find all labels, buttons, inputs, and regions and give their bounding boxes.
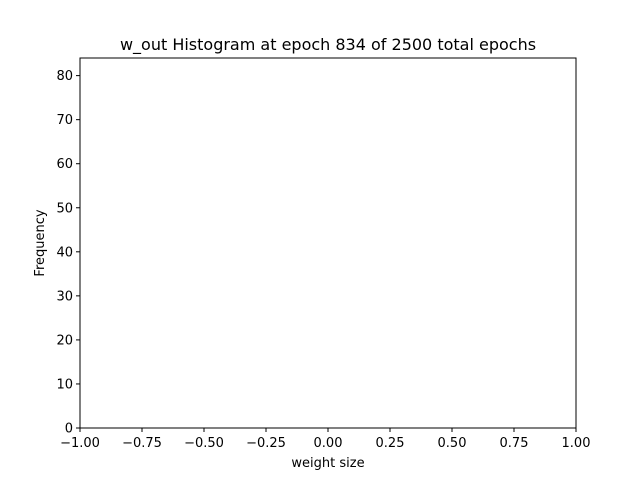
- y-tick-label: 60: [56, 157, 73, 172]
- x-tick-label: −0.50: [184, 436, 224, 451]
- chart-title: w_out Histogram at epoch 834 of 2500 tot…: [120, 35, 536, 55]
- y-tick-label: 50: [56, 201, 73, 216]
- x-tick-label: −0.25: [246, 436, 286, 451]
- y-axis-ticks: 0 10 20 30 40 50 60 70 80: [56, 69, 80, 437]
- x-tick-label: −0.75: [122, 436, 162, 451]
- x-tick-label: 0.25: [376, 436, 405, 451]
- y-tick-label: 30: [56, 289, 73, 304]
- x-tick-label: −1.00: [60, 436, 100, 451]
- y-tick-label: 0: [65, 422, 73, 437]
- y-tick-label: 40: [56, 245, 73, 260]
- x-tick-label: 0.75: [500, 436, 529, 451]
- plot-area-frame: [79, 57, 577, 429]
- y-tick-label: 10: [56, 377, 73, 392]
- x-axis-ticks: −1.00 −0.75 −0.50 −0.25 0.00 0.25 0.50 0.75 1.00: [60, 428, 590, 451]
- y-tick-label: 20: [56, 333, 73, 348]
- x-axis-label: weight size: [291, 456, 364, 471]
- y-axis-label: Frequency: [33, 209, 48, 276]
- y-tick-label: 80: [56, 69, 73, 84]
- x-tick-label: 0.00: [314, 436, 343, 451]
- y-tick-label: 70: [56, 113, 73, 128]
- x-tick-label: 0.50: [438, 436, 467, 451]
- x-tick-label: 1.00: [562, 436, 591, 451]
